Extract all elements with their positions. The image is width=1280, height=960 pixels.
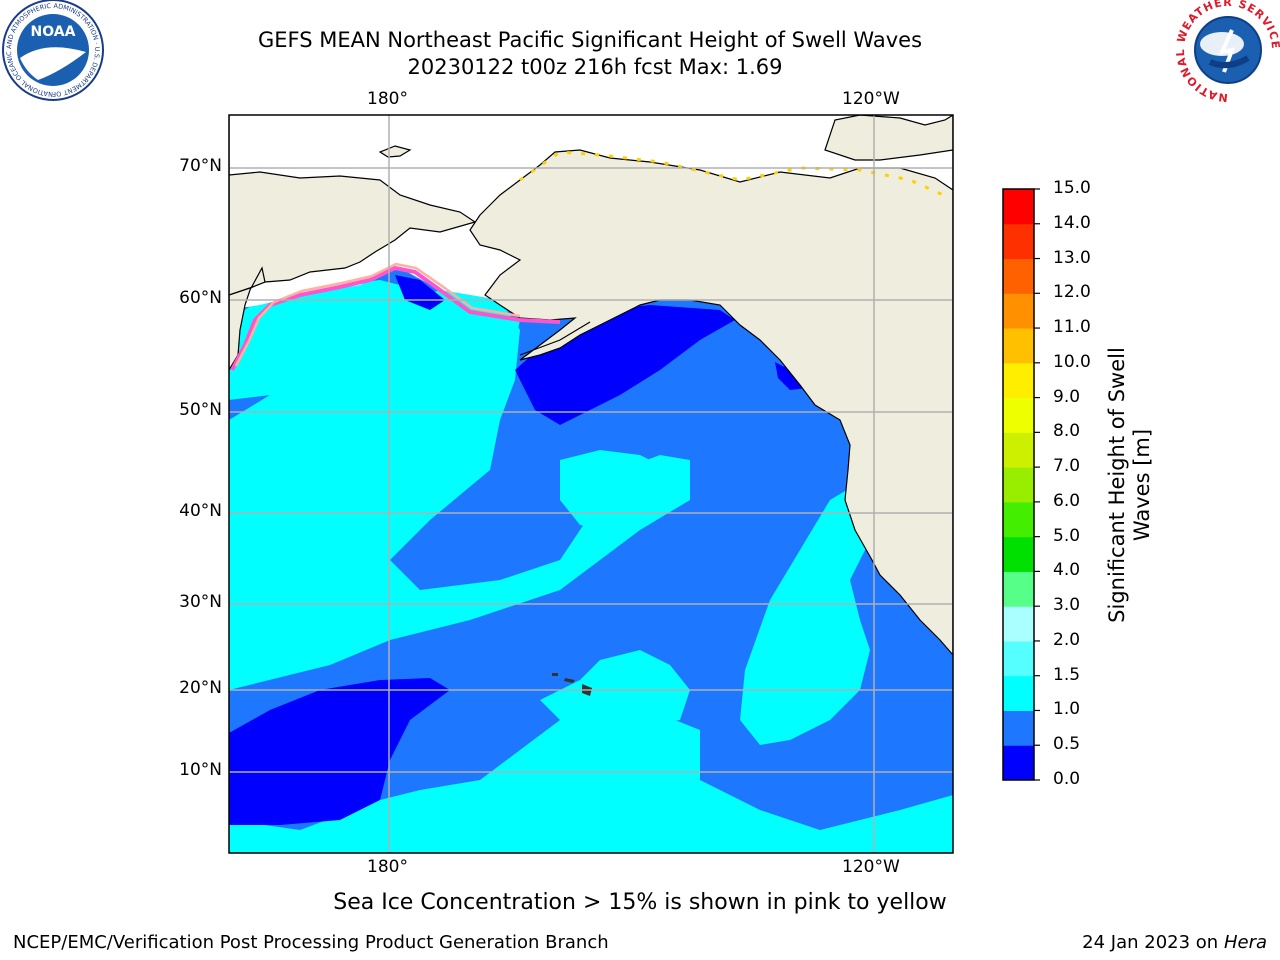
colorbar-swatch bbox=[1003, 223, 1034, 260]
colorbar-swatch bbox=[1003, 258, 1034, 294]
colorbar-swatch bbox=[1003, 397, 1034, 433]
lat-label-60n: 60°N bbox=[179, 288, 222, 308]
colorbar-tick-label: 9.0 bbox=[1053, 386, 1081, 407]
colorbar-tick-label: 15.0 bbox=[1053, 178, 1091, 198]
footer-credit: NCEP/EMC/Verification Post Processing Pr… bbox=[13, 932, 609, 953]
lat-label-70n: 70°N bbox=[179, 156, 222, 176]
lat-label-40n: 40°N bbox=[179, 501, 222, 521]
swell-band-cyan-northwest bbox=[229, 280, 520, 400]
land-kamchatka bbox=[229, 266, 266, 372]
colorbar-tick-label: 7.0 bbox=[1053, 456, 1081, 477]
lon-label-top-180: 180° bbox=[367, 89, 408, 109]
colorbar-tick-label: 1.0 bbox=[1053, 699, 1081, 720]
colorbar-tick-label: 3.0 bbox=[1053, 595, 1081, 616]
colorbar-swatch bbox=[1003, 501, 1034, 538]
sea-ice-caption: Sea Ice Concentration > 15% is shown in … bbox=[333, 890, 947, 915]
swell-band-darkblue-southwest bbox=[229, 678, 450, 825]
colorbar-swatch bbox=[1003, 710, 1034, 746]
land-aleutians bbox=[519, 321, 591, 356]
colorbar-tick-label: 0.5 bbox=[1053, 734, 1081, 755]
colorbar-frame bbox=[1002, 188, 1035, 781]
colorbar-tick-label: 10.0 bbox=[1053, 351, 1091, 372]
graticule bbox=[229, 115, 953, 853]
swell-band-cyan-south bbox=[229, 700, 953, 853]
sea-ice-edge-salmon bbox=[234, 262, 521, 367]
colorbar-swatch bbox=[1003, 432, 1034, 468]
lon-label-bottom-120w: 120°W bbox=[842, 857, 900, 877]
colorbar-tick-label: 2.0 bbox=[1053, 629, 1081, 650]
colorbar-tick-label: 6.0 bbox=[1053, 490, 1081, 511]
colorbar-swatch bbox=[1003, 675, 1034, 711]
colorbar-swatch bbox=[1003, 606, 1034, 642]
land-alaska bbox=[469, 115, 953, 656]
lon-label-top-120w: 120°W bbox=[842, 89, 900, 109]
lat-label-20n: 20°N bbox=[179, 678, 222, 698]
colorbar-tick-label: 11.0 bbox=[1053, 317, 1091, 338]
swell-band-cyan-central bbox=[540, 650, 690, 725]
colorbar-swatch bbox=[1003, 293, 1034, 329]
colorbar-swatch bbox=[1003, 328, 1034, 364]
colorbar-swatch bbox=[1003, 467, 1034, 503]
colorbar-tick-label: 0.0 bbox=[1053, 769, 1081, 789]
footer-date: 24 Jan 2023 on Hera bbox=[1082, 932, 1267, 953]
sea-ice-edge-pink bbox=[230, 265, 561, 371]
lat-label-30n: 30°N bbox=[179, 592, 222, 612]
chart-subtitle: 20230122 t00z 216h fcst Max: 1.69 bbox=[407, 55, 783, 79]
colorbar-swatch bbox=[1003, 189, 1034, 225]
swell-band-darkblue-bering bbox=[395, 275, 445, 310]
lat-label-10n: 10°N bbox=[179, 760, 222, 780]
colorbar-tick-label: 12.0 bbox=[1053, 282, 1091, 303]
colorbar-tick-label: 14.0 bbox=[1053, 212, 1091, 233]
colorbar-tick-label: 4.0 bbox=[1053, 560, 1081, 581]
colorbar-swatch bbox=[1003, 640, 1034, 677]
colorbar-tick-label: 8.0 bbox=[1053, 421, 1081, 442]
chart-title: GEFS MEAN Northeast Pacific Significant … bbox=[257, 28, 923, 52]
land-arctic-island bbox=[824, 115, 953, 161]
land-wrangel bbox=[378, 145, 412, 158]
colorbar-swatch bbox=[1003, 745, 1034, 781]
land-siberia bbox=[229, 115, 477, 296]
colorbar-swatch bbox=[1003, 571, 1034, 607]
footer-date-text: 24 Jan 2023 on bbox=[1082, 932, 1219, 953]
colorbar-title: Significant Height of Swell Waves [m] bbox=[1105, 347, 1154, 623]
colorbar-swatch bbox=[1003, 362, 1034, 399]
colorbar-tick-label: 1.5 bbox=[1053, 664, 1081, 685]
colorbar-swatch bbox=[1003, 536, 1034, 572]
lon-label-bottom-180: 180° bbox=[367, 857, 408, 877]
map-frame bbox=[228, 114, 954, 854]
colorbar-tick-label: 5.0 bbox=[1053, 525, 1081, 546]
swell-band-cyan-midnorth bbox=[560, 450, 680, 530]
swell-band-cyan-east bbox=[740, 485, 870, 745]
footer-machine: Hera bbox=[1223, 932, 1267, 953]
colorbar-tick-label: 13.0 bbox=[1053, 247, 1091, 268]
lat-label-50n: 50°N bbox=[179, 400, 222, 420]
